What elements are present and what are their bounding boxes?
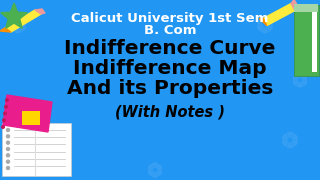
Ellipse shape (288, 132, 297, 139)
Circle shape (6, 129, 10, 132)
FancyBboxPatch shape (22, 111, 40, 125)
Circle shape (6, 135, 10, 138)
Ellipse shape (43, 161, 52, 168)
Text: (With Notes ): (With Notes ) (115, 105, 225, 120)
Ellipse shape (21, 19, 25, 30)
Polygon shape (35, 9, 45, 14)
Ellipse shape (283, 134, 287, 145)
Ellipse shape (11, 17, 20, 24)
Ellipse shape (263, 17, 272, 24)
Ellipse shape (11, 19, 15, 30)
Circle shape (3, 119, 5, 122)
Polygon shape (0, 28, 11, 32)
Ellipse shape (157, 165, 162, 175)
Ellipse shape (293, 81, 302, 87)
Circle shape (5, 105, 7, 108)
Ellipse shape (263, 26, 272, 33)
Ellipse shape (48, 152, 57, 159)
Circle shape (6, 99, 8, 101)
Ellipse shape (258, 19, 262, 30)
Circle shape (6, 166, 10, 170)
Polygon shape (3, 95, 52, 132)
Ellipse shape (148, 171, 157, 177)
Circle shape (6, 160, 10, 163)
Ellipse shape (16, 26, 25, 33)
Ellipse shape (288, 141, 297, 148)
Ellipse shape (258, 26, 268, 33)
Circle shape (6, 147, 10, 150)
Text: Indifference Map: Indifference Map (73, 58, 267, 78)
Circle shape (4, 112, 6, 115)
Text: B. Com: B. Com (144, 24, 196, 37)
Ellipse shape (293, 75, 298, 85)
Ellipse shape (11, 26, 20, 33)
FancyBboxPatch shape (312, 8, 317, 72)
Ellipse shape (43, 152, 52, 159)
FancyBboxPatch shape (2, 123, 70, 176)
Ellipse shape (16, 17, 25, 24)
Ellipse shape (298, 81, 307, 87)
Ellipse shape (53, 154, 57, 165)
FancyBboxPatch shape (294, 4, 318, 12)
Circle shape (2, 126, 4, 128)
Circle shape (6, 141, 10, 144)
Ellipse shape (302, 75, 307, 85)
Polygon shape (291, 0, 298, 10)
Ellipse shape (293, 134, 297, 145)
Polygon shape (5, 10, 41, 32)
Ellipse shape (258, 17, 268, 24)
Ellipse shape (153, 171, 162, 177)
Ellipse shape (298, 73, 307, 79)
Text: Calicut University 1st Sem: Calicut University 1st Sem (71, 12, 269, 24)
Polygon shape (1, 3, 27, 28)
Ellipse shape (268, 19, 272, 30)
Polygon shape (263, 3, 295, 26)
FancyBboxPatch shape (293, 4, 318, 75)
Ellipse shape (293, 73, 302, 79)
Ellipse shape (153, 163, 162, 169)
Ellipse shape (148, 165, 153, 175)
Ellipse shape (48, 161, 57, 168)
Text: Indifference Curve: Indifference Curve (64, 39, 276, 57)
Ellipse shape (148, 163, 157, 169)
Polygon shape (259, 19, 267, 26)
Ellipse shape (43, 154, 47, 165)
Text: And its Properties: And its Properties (67, 78, 273, 98)
Ellipse shape (283, 141, 292, 148)
Ellipse shape (283, 132, 292, 139)
Circle shape (6, 154, 10, 157)
